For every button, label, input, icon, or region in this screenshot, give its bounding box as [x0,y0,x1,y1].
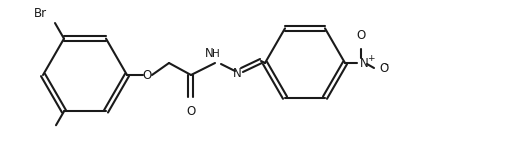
Text: O: O [356,29,365,42]
Text: +: + [366,53,374,63]
Text: -: - [384,59,388,69]
Text: N: N [232,66,241,79]
Text: H: H [212,49,219,59]
Text: O: O [378,61,387,74]
Text: O: O [142,69,151,82]
Text: O: O [186,105,195,118]
Text: Br: Br [34,7,47,20]
Text: N: N [205,47,214,60]
Text: N: N [359,56,368,69]
